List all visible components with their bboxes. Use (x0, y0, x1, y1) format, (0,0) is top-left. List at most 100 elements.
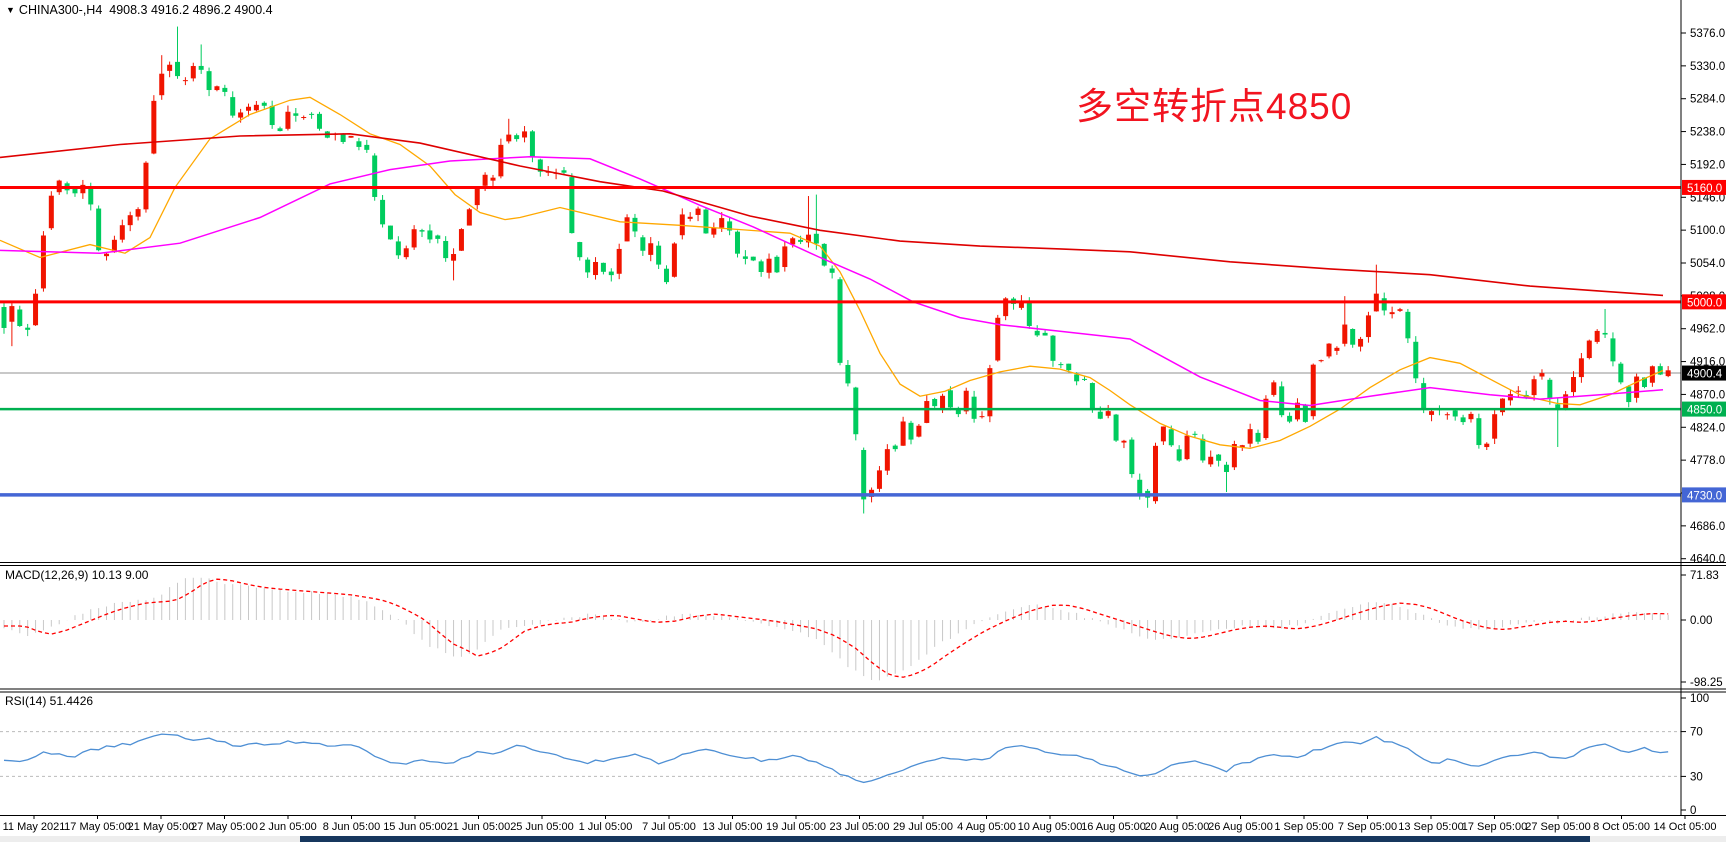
candle-body (380, 199, 386, 225)
axis-tick-label: 4870.0 (1690, 389, 1725, 401)
levels-layer (0, 185, 1681, 497)
candle-body (821, 243, 827, 266)
axis-tick-label: 4686.0 (1690, 521, 1725, 533)
candle-body (167, 64, 173, 71)
candle-body (151, 100, 157, 154)
candle-body (1302, 405, 1308, 422)
candle-body (600, 262, 606, 272)
time-axis-label: 20 Aug 05:00 (1145, 821, 1210, 833)
candle-body (25, 327, 31, 330)
candle-body (1050, 335, 1056, 361)
price-level-box-label: 4900.4 (1687, 369, 1723, 381)
candle-body (1531, 379, 1537, 396)
time-axis-label: 4 Aug 05:00 (957, 821, 1016, 833)
candle-body (916, 425, 922, 437)
candle-body (451, 254, 457, 261)
candle-body (813, 233, 819, 244)
candle-body (1429, 411, 1435, 415)
price-level-box (1682, 294, 1726, 310)
candle-body (72, 188, 78, 194)
candle-body (947, 390, 953, 408)
candle-body (1082, 378, 1088, 380)
time-axis-label: 15 Jun 05:00 (383, 821, 447, 833)
candle-body (33, 293, 39, 326)
candle-body (245, 106, 251, 111)
time-axis-label: 13 Sep 05:00 (1398, 821, 1463, 833)
candle-body (1634, 376, 1640, 398)
price-level-box (1682, 401, 1726, 417)
time-axis-label: 21 Jun 05:00 (447, 821, 511, 833)
candle-body (695, 208, 701, 215)
horizontal-scrollbar-track[interactable] (0, 836, 1726, 842)
price-level-box (1682, 179, 1726, 195)
candle-body (1571, 377, 1577, 393)
candle-body (908, 422, 914, 440)
chevron-down-icon[interactable]: ▼ (6, 5, 15, 15)
candle-body (1176, 449, 1182, 461)
time-axis-label: 14 Oct 05:00 (1654, 821, 1717, 833)
candle-body (648, 243, 654, 255)
candle-body (971, 396, 977, 419)
candle-body (1405, 311, 1411, 339)
candle-body (238, 112, 244, 118)
time-axis-label: 10 Aug 05:00 (1018, 821, 1083, 833)
time-axis-label: 7 Jul 05:00 (642, 821, 696, 833)
moving-average-line (0, 155, 1664, 407)
candle-body (1389, 312, 1395, 315)
candle-body (829, 268, 835, 273)
candle-body (742, 256, 748, 259)
candle-body (845, 364, 851, 384)
candle-body (940, 395, 946, 410)
candle-body (498, 144, 504, 177)
candle-body (1310, 364, 1316, 417)
time-axis-label: 26 Aug 05:00 (1208, 821, 1273, 833)
candle-body (364, 144, 370, 150)
candle-body (1547, 379, 1553, 400)
axis-tick-label: 5054.0 (1690, 258, 1725, 270)
candle-body (206, 71, 212, 91)
candle-body (1168, 429, 1174, 446)
candle-body (435, 235, 441, 239)
candle-body (1365, 315, 1371, 338)
candle-body (1641, 377, 1647, 388)
candle-body (924, 401, 930, 423)
horizontal-scrollbar-thumb[interactable] (300, 836, 1590, 842)
axis-tick-label: 5192.0 (1690, 159, 1725, 171)
candle-body (1223, 464, 1229, 473)
candle-body (372, 155, 378, 197)
price-level-box-label: 4730.0 (1687, 490, 1722, 502)
text-annotation[interactable]: 多空转折点4850 (1076, 86, 1353, 127)
candle-body (419, 230, 425, 232)
candle-body (1657, 366, 1663, 375)
axis-tick-label: 0.00 (1690, 615, 1712, 627)
candle-body (1184, 435, 1190, 460)
candle-body (750, 256, 756, 261)
candle-body (1255, 432, 1261, 442)
time-axis-label: 25 Jun 05:00 (510, 821, 574, 833)
candle-body (269, 105, 275, 126)
candle-body (1484, 443, 1490, 448)
candle-body (222, 87, 228, 92)
candle-body (711, 227, 717, 235)
candle-body (9, 306, 15, 322)
candle-body (1239, 445, 1245, 448)
candle-body (214, 86, 220, 91)
axis-tick-label: -98.25 (1690, 677, 1723, 689)
macd-layer (3, 577, 1669, 681)
candle-body (1358, 338, 1364, 347)
candle-body (1042, 332, 1048, 336)
candle-body (1216, 454, 1222, 461)
candle-body (1594, 330, 1600, 342)
candle-body (955, 407, 961, 415)
candle-body (316, 113, 322, 129)
time-axis-label: 1 Jul 05:00 (579, 821, 633, 833)
candle-body (285, 111, 291, 129)
candle-body (1586, 340, 1592, 359)
time-axis-label: 16 Aug 05:00 (1081, 821, 1146, 833)
candle-body (48, 195, 54, 229)
time-axis-label: 27 May 05:00 (191, 821, 258, 833)
candle-body (119, 225, 125, 240)
time-axis-label: 23 Jul 05:00 (830, 821, 890, 833)
candle-body (427, 230, 433, 240)
